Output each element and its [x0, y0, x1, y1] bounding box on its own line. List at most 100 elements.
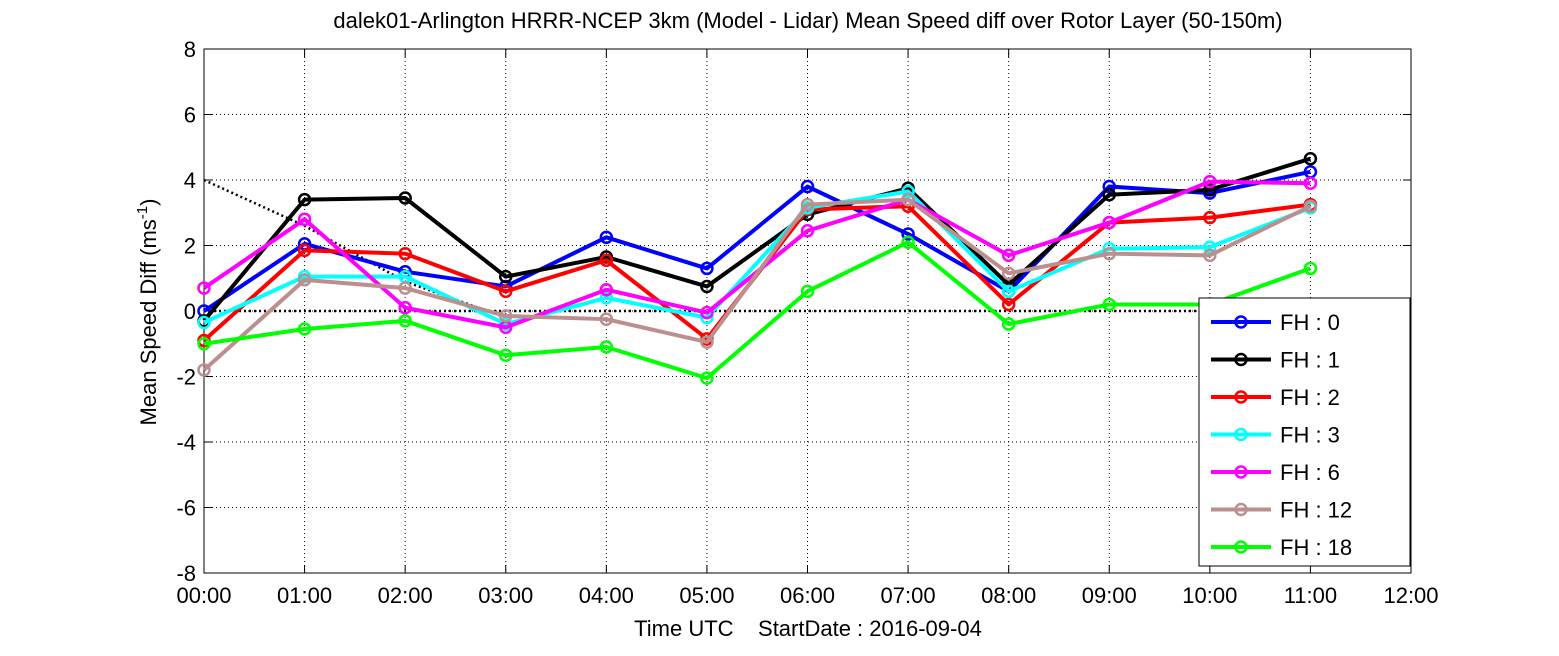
- data-point-2-4: [599, 253, 614, 267]
- data-point-0-7: [901, 227, 915, 241]
- data-point-1-10: [1203, 183, 1217, 197]
- legend-label-5: FH : 12: [1280, 498, 1352, 523]
- data-point-3-10: [1203, 240, 1217, 254]
- x-tick-label-8: 08:00: [981, 583, 1036, 608]
- series-group: [197, 151, 1318, 385]
- series-line-5: [202, 197, 1312, 372]
- data-point-6-6: [800, 284, 815, 299]
- x-tick-label-2: 02:00: [378, 583, 433, 608]
- x-tick-label-9: 09:00: [1082, 583, 1137, 608]
- x-tick-label-11: 11:00: [1284, 583, 1337, 608]
- data-point-4-5: [700, 305, 714, 320]
- data-point-1-2: [398, 191, 412, 205]
- data-point-6-4: [599, 340, 614, 354]
- legend-label-1: FH : 1: [1280, 348, 1340, 373]
- y-tick-label-6: 4: [184, 168, 196, 193]
- data-point-6-11: [1303, 261, 1318, 276]
- data-point-4-2: [398, 300, 412, 315]
- chart-title: dalek01-Arlington HRRR-NCEP 3km (Model -…: [333, 8, 1282, 33]
- data-point-4-4: [599, 282, 614, 297]
- legend: FH : 0 FH : 1 FH : 2 FH : 3 FH : 6 FH : 12 FH …: [1198, 297, 1411, 567]
- data-point-0-5: [700, 261, 714, 276]
- data-point-4-6: [800, 224, 815, 238]
- data-point-5-4: [599, 312, 614, 326]
- x-tick-label-10: 10:00: [1182, 583, 1237, 608]
- data-point-2-1: [297, 243, 312, 258]
- legend-label-0: FH : 0: [1280, 310, 1340, 335]
- x-axis-label: Time UTC StartDate : 2016-09-04: [634, 616, 982, 641]
- data-point-6-8: [1001, 317, 1016, 331]
- data-point-1-1: [297, 192, 312, 207]
- data-point-3-4: [599, 291, 614, 305]
- legend-label-3: FH : 3: [1280, 423, 1340, 448]
- legend-label-4: FH : 6: [1280, 460, 1340, 485]
- data-point-6-7: [901, 235, 915, 249]
- x-tick-label-1: 01:00: [277, 583, 332, 608]
- data-point-4-9: [1102, 215, 1116, 230]
- data-point-1-5: [700, 279, 714, 294]
- y-tick-label-8: 8: [184, 37, 196, 62]
- y-tick-label-7: 6: [184, 103, 196, 128]
- y-tick-label-1: -6: [176, 496, 196, 521]
- legend-marker-6: [1234, 540, 1248, 554]
- data-point-1-9: [1102, 187, 1116, 202]
- data-point-5-6: [800, 197, 815, 212]
- data-point-5-2: [398, 281, 412, 295]
- data-point-0-6: [800, 179, 815, 194]
- data-point-5-8: [1001, 266, 1016, 281]
- data-point-4-0: [197, 281, 211, 295]
- legend-label-2: FH : 2: [1280, 385, 1340, 410]
- data-point-2-2: [398, 246, 412, 261]
- legend-label-6: FH : 18: [1280, 535, 1352, 560]
- data-point-5-5: [700, 335, 714, 349]
- series-line-6: [203, 240, 1312, 381]
- x-tick-label-0: 00:00: [176, 583, 231, 608]
- legend-marker-4: [1234, 465, 1248, 479]
- data-point-1-11: [1303, 151, 1318, 166]
- data-point-2-3: [499, 284, 513, 299]
- x-tick-label-4: 04:00: [579, 583, 634, 608]
- data-point-5-7: [901, 192, 915, 207]
- data-point-5-1: [297, 273, 312, 287]
- series-line-0: [202, 169, 1311, 313]
- x-tick-label-6: 06:00: [780, 583, 835, 608]
- data-point-1-3: [499, 269, 513, 284]
- y-axis-label-superscript: -1: [134, 206, 151, 219]
- legend-marker-1: [1234, 352, 1248, 367]
- y-axis-label: Mean Speed Diff (ms-1): [134, 199, 161, 426]
- data-point-6-9: [1102, 297, 1116, 312]
- legend-marker-2: [1234, 390, 1248, 404]
- data-point-3-8: [1001, 284, 1016, 299]
- legend-marker-3: [1234, 427, 1248, 442]
- series-line-3: [203, 189, 1312, 327]
- y-tick-label-3: -2: [176, 365, 196, 390]
- series-5: [197, 192, 1318, 377]
- data-point-6-1: [297, 322, 312, 336]
- y-tick-label-2: -4: [176, 430, 196, 455]
- y-tick-label-5: 2: [184, 234, 196, 259]
- series-1: [197, 151, 1318, 328]
- y-tick-labels: -8 -6 -4 -2 0 2 4 6 8: [176, 37, 196, 586]
- legend-marker-5: [1234, 502, 1248, 517]
- data-point-6-5: [700, 371, 714, 385]
- legend-marker-0: [1234, 315, 1248, 329]
- x-tick-labels: 00:00 01:00 02:00 03:00 04:00 05:00 06:00 07:00…: [176, 583, 1438, 608]
- reference-line-1: [203, 178, 507, 319]
- data-point-6-2: [398, 314, 412, 328]
- x-tick-label-5: 05:00: [679, 583, 734, 608]
- data-point-6-0: [197, 337, 211, 351]
- x-tick-label-7: 07:00: [881, 583, 936, 608]
- y-axis-label-end: ): [136, 199, 161, 206]
- data-point-3-7: [901, 184, 915, 199]
- data-point-5-3: [499, 309, 513, 323]
- y-tick-label-4: 0: [184, 299, 196, 324]
- data-point-0-9: [1102, 179, 1116, 194]
- data-point-5-11: [1303, 199, 1318, 213]
- legend-box: [1198, 297, 1411, 567]
- data-point-4-11: [1303, 176, 1318, 191]
- x-tick-label-3: 03:00: [478, 583, 533, 608]
- series-line-1: [202, 156, 1312, 323]
- data-point-4-1: [297, 212, 312, 227]
- x-tick-label-12: 12:00: [1383, 583, 1438, 608]
